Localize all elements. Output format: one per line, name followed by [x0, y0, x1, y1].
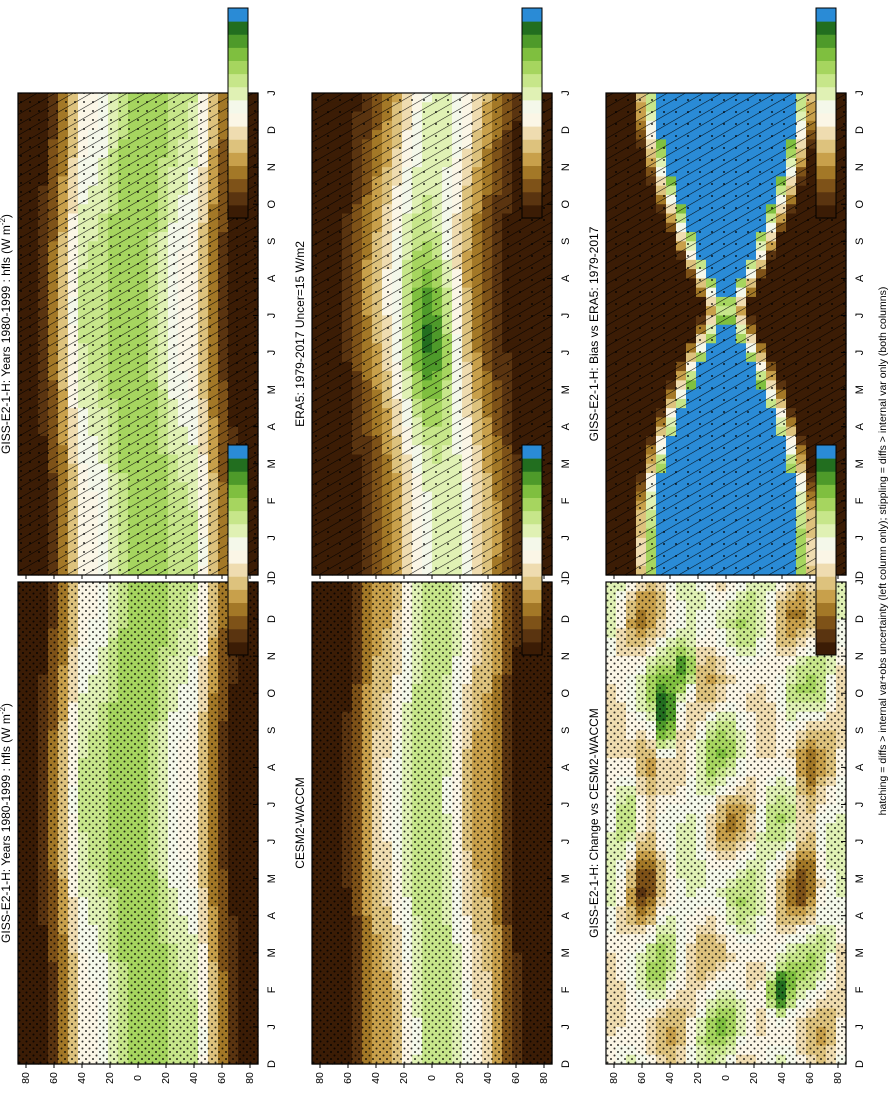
month-tick-label: D [266, 571, 278, 579]
month-tick-label: M [854, 385, 866, 394]
month-tick-label: D [854, 126, 866, 134]
month-tick-label: J [854, 90, 866, 96]
month-tick-label: A [560, 422, 572, 430]
month-tick-label: N [560, 163, 572, 171]
month-tick-label: D [854, 571, 866, 579]
month-tick-label: J [560, 350, 572, 356]
month-tick-label: A [854, 422, 866, 430]
month-tick-label: O [560, 200, 572, 209]
month-tick-label: J [854, 313, 866, 319]
month-tick-label: J [560, 90, 572, 96]
month-tick-label: D [560, 571, 572, 579]
panel-title-end: ) [0, 214, 13, 218]
month-tick-label: J [854, 350, 866, 356]
month-tick-label: O [266, 200, 278, 209]
month-tick-label: J [560, 535, 572, 541]
panel-title-sup: -2 [0, 218, 7, 226]
month-tick-label: J [266, 350, 278, 356]
panel-model-left: DJFMAMJJASONDJ80604020020406080GISS-E2-1… [0, 90, 278, 595]
panel-title-text: GISS-E2-1-H: Bias vs ERA5: 1979-2017 [587, 226, 601, 441]
month-tick-label: J [266, 535, 278, 541]
month-tick-label: S [854, 238, 866, 245]
panel-title: GISS-E2-1-H: Years 1980-1999 : hfls (W m… [0, 214, 13, 454]
month-tick-label: M [266, 459, 278, 468]
panel-title: GISS-E2-1-H: Bias vs ERA5: 1979-2017 [587, 226, 601, 441]
month-tick-label: F [266, 497, 278, 504]
month-tick-label: M [560, 385, 572, 394]
month-tick-label: D [266, 126, 278, 134]
hatch-overlay [18, 93, 258, 575]
month-tick-label: N [854, 163, 866, 171]
month-tick-label: M [854, 459, 866, 468]
panel-bias-left: DJFMAMJJASONDJ80604020020406080GISS-E2-1… [587, 90, 866, 595]
month-tick-label: J [560, 313, 572, 319]
month-tick-label: N [266, 163, 278, 171]
hatch-overlay [606, 93, 846, 575]
month-tick-label: A [560, 274, 572, 282]
month-tick-label: F [854, 497, 866, 504]
month-tick-label: D [560, 126, 572, 134]
month-tick-label: J [266, 90, 278, 96]
month-tick-label: M [266, 385, 278, 394]
month-tick-label: J [854, 535, 866, 541]
panel-obs-left: DJFMAMJJASONDJ80604020020406080ERA5: 197… [293, 90, 572, 595]
panel-title-text: ERA5: 1979-2017 Uncer=15 W/m2 [293, 241, 307, 427]
month-tick-label: A [266, 422, 278, 430]
month-tick-label: S [266, 238, 278, 245]
hatch-overlay [312, 93, 552, 575]
month-tick-label: M [560, 459, 572, 468]
month-tick-label: S [560, 238, 572, 245]
month-tick-label: J [266, 313, 278, 319]
month-tick-label: F [560, 497, 572, 504]
panel-title-text: GISS-E2-1-H: Years 1980-1999 : hfls (W m [0, 225, 13, 454]
panel-title: ERA5: 1979-2017 Uncer=15 W/m2 [293, 241, 307, 427]
month-tick-label: A [854, 274, 866, 282]
month-tick-label: O [854, 200, 866, 209]
month-tick-label: A [266, 274, 278, 282]
